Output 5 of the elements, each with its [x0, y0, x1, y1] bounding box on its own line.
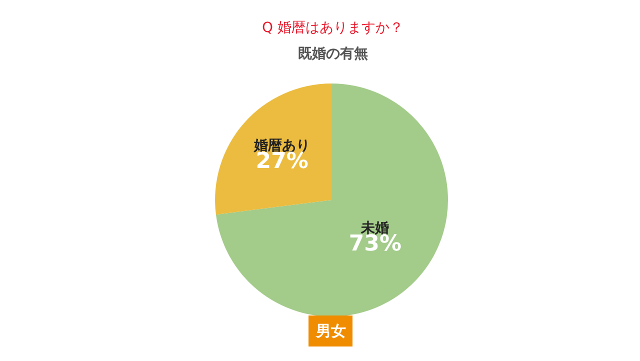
pie-slice — [215, 84, 332, 215]
chart-title: Q 婚暦はありますか？ — [262, 20, 404, 36]
chart-subtitle: 既婚の有無 — [298, 46, 368, 62]
text: 男女 — [315, 322, 346, 340]
pie-slice — [216, 84, 448, 316]
